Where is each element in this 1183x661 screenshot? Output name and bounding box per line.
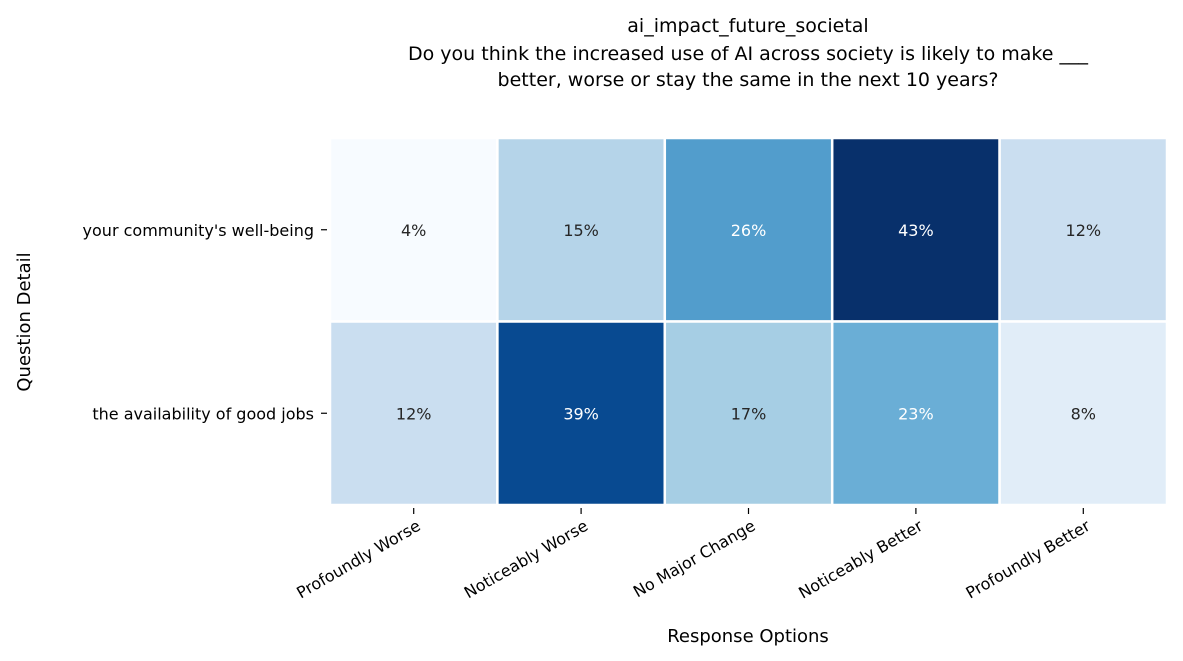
chart-title-line-2: Do you think the increased use of AI acr… [408,43,1088,65]
chart-title-line-3: better, worse or stay the same in the ne… [498,69,999,91]
cell-value-label-r0-c2: 26% [731,221,767,240]
x-axis-label: Response Options [667,626,829,647]
heatmap-cell-r1-c1 [496,320,667,507]
cell-value-label-r1-c4: 8% [1071,404,1096,423]
heatmap-cells [328,136,1169,507]
heatmap-cell-r0-c0 [328,136,499,323]
cell-value-label-r1-c1: 39% [563,404,599,423]
chart-title: ai_impact_future_societal Do you think t… [408,15,1088,91]
x-tick-label-profoundly-better: Profoundly Better [963,516,1094,603]
heatmap-cell-r1-c2 [663,320,834,507]
y-tick-label-your-community-s-well-being: your community's well-being [83,221,314,240]
heatmap-cell-labels: 4% 15% 26% 43% 12% 12% 39% 17% 23% 8% [396,221,1101,424]
cell-value-label-r0-c3: 43% [898,221,934,240]
chart-title-line-1: ai_impact_future_societal [627,15,868,37]
heatmap-cell-r1-c4 [998,320,1169,507]
heatmap-cell-r1-c0 [328,320,499,507]
cell-value-label-r0-c4: 12% [1066,221,1102,240]
x-tick-label-noticeably-worse: Noticeably Worse [461,516,591,602]
y-axis-ticks: your community's well-being the availabil… [83,221,327,423]
y-axis-label: Question Detail [14,252,35,391]
x-tick-label-noticeably-better: Noticeably Better [795,516,926,603]
heatmap-cell-r0-c1 [496,136,667,323]
y-tick-label-the-availability-of-good-jobs: the availability of good jobs [92,404,314,423]
cell-value-label-r0-c0: 4% [401,221,426,240]
cell-value-label-r1-c2: 17% [731,404,767,423]
cell-value-label-r1-c0: 12% [396,404,432,423]
heatmap-cell-r0-c3 [830,136,1001,323]
x-tick-label-profoundly-worse: Profoundly Worse [293,516,423,602]
x-axis-ticks: Profoundly Worse Noticeably Worse No Major… [293,508,1094,603]
x-tick-label-no-major-change: No Major Change [630,516,759,601]
heatmap-cell-r0-c2 [663,136,834,323]
cell-value-label-r0-c1: 15% [563,221,599,240]
heatmap-cell-r1-c3 [830,320,1001,507]
cell-value-label-r1-c3: 23% [898,404,934,423]
